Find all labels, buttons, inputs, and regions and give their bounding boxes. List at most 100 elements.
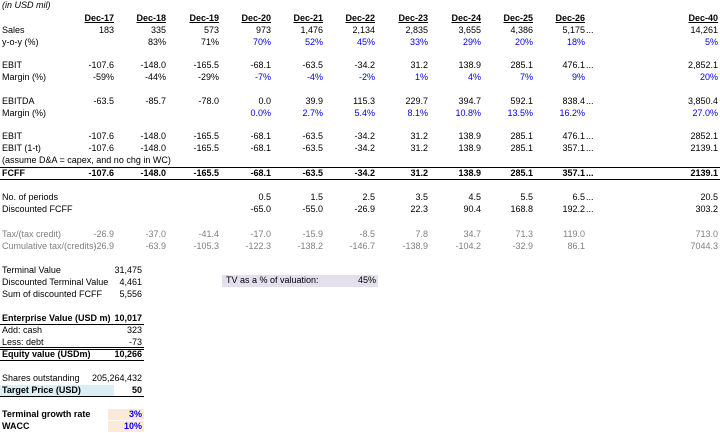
table-cell: 1% [414, 72, 428, 82]
table-cell: 45% [356, 37, 375, 47]
column-header: Dec-17 [84, 13, 114, 23]
table-cell: -148.0 [140, 143, 166, 153]
table-cell: 357.1 [562, 143, 585, 153]
row-label: FCFF [2, 168, 25, 178]
table-cell: 70% [252, 37, 271, 47]
table-cell: 16.2% [559, 108, 585, 118]
table-row-ebit2: EBIT -107.6 -148.0 -165.5 -68.1 -63.5 -34.2 31.… [0, 131, 720, 142]
table-cell: 592.1 [510, 96, 533, 106]
table-cell: -8.5 [359, 229, 375, 239]
table-cell: 20% [699, 72, 718, 82]
table-cell: 71% [200, 37, 219, 47]
table-cell: 573 [203, 25, 219, 35]
table-cell: -34.2 [354, 131, 375, 141]
table-cell [62, 204, 114, 215]
table-cell [114, 204, 166, 215]
table-cell: 183 [98, 25, 114, 35]
table-cell: -44% [144, 72, 166, 82]
table-cell: 33% [409, 37, 428, 47]
valuation-row-debt: Less: debt -73 [0, 337, 720, 348]
valuation-row-sum_disc: Sum of discounted FCFF 5,556 [0, 289, 720, 300]
table-cell: 7% [519, 72, 533, 82]
header-row: Dec-17 Dec-18 Dec-19 Dec-20 Dec-21 Dec-22 Dec-… [0, 13, 720, 24]
valuation-row-tgr: Terminal growth rate 3% [0, 409, 720, 420]
table-cell: 31.2 [410, 131, 428, 141]
table-cell: -165.5 [193, 60, 219, 70]
table-cell: 31.2 [410, 60, 428, 70]
table-cell: -34.2 [354, 168, 375, 178]
table-row-ebit1: EBIT -107.6 -148.0 -165.5 -68.1 -63.5 -34.2 31.… [0, 60, 720, 71]
table-row-disc_fcff: Discounted FCFF -65.0 -55.0 -26.9 22.3 90.4 16… [0, 204, 720, 215]
table-cell: -146.7 [349, 241, 375, 251]
valuation-value: -73 [128, 337, 142, 347]
table-cell: 86.1 [567, 241, 585, 251]
highlight-fill [108, 421, 144, 432]
valuation-row-disc_tv: Discounted Terminal Value 4,461 [0, 277, 720, 288]
table-cell: 22.3 [410, 204, 428, 214]
table-cell: -148.0 [140, 168, 166, 178]
table-cell: 5.4% [354, 108, 375, 118]
valuation-value: 4,461 [119, 277, 142, 287]
table-cell: 18% [566, 37, 585, 47]
valuation-value: 10,266 [114, 349, 142, 359]
table-cell: 5.5 [520, 192, 533, 202]
table-cell [114, 192, 166, 203]
table-cell: -107.6 [88, 60, 114, 70]
table-cell [167, 204, 219, 215]
table-cell: -26.9 [354, 204, 375, 214]
table-cell: 0.0 [258, 96, 271, 106]
valuation-label: Enterprise Value (USD m) [2, 313, 111, 323]
highlight-fill [108, 409, 144, 420]
table-cell: 192.2 [562, 204, 585, 214]
table-cell: -63.5 [302, 143, 323, 153]
table-cell: 2,852.1 [687, 60, 718, 70]
table-cell: -32.9 [512, 241, 533, 251]
fcff-bottom-rule [0, 179, 720, 180]
table-cell: -26.9 [93, 241, 114, 251]
ev-underline [0, 324, 144, 325]
table-cell: -59% [92, 72, 114, 82]
row-label: No. of periods [2, 192, 59, 202]
equity-bottom-rule [0, 360, 144, 361]
valuation-label: Add: cash [2, 325, 43, 335]
ellipsis-marker: ... [586, 60, 594, 70]
table-cell: 31.2 [410, 143, 428, 153]
column-header: Dec-18 [136, 13, 166, 23]
valuation-value: 323 [126, 325, 142, 335]
table-cell: 52% [304, 37, 323, 47]
tv-percent-label: TV as a % of valuation: [226, 275, 319, 285]
valuation-row-terminal_value: Terminal Value 31,475 [0, 265, 720, 276]
table-cell: 0.5 [258, 192, 271, 202]
table-cell: -104.2 [455, 241, 481, 251]
valuation-row-cash: Add: cash 323 [0, 325, 720, 336]
table-row-margin1: Margin (%) -59% -44% -29% -7% -4% -2% 1% 4% 7% 9% 2… [0, 72, 720, 83]
table-cell: 4,386 [510, 25, 533, 35]
column-header: Dec-23 [398, 13, 428, 23]
table-cell: 0.0% [250, 108, 271, 118]
table-row-ebit_1t: EBIT (1-t) -107.6 -148.0 -165.5 -68.1 -63.5 -3… [0, 143, 720, 154]
table-cell: 713.0 [695, 229, 718, 239]
table-cell: -15.9 [302, 229, 323, 239]
valuation-label: Terminal growth rate [2, 409, 91, 419]
valuation-label: WACC [2, 421, 30, 431]
table-cell: 29% [462, 37, 481, 47]
ellipsis-marker: ... [586, 131, 594, 141]
column-header: Dec-22 [345, 13, 375, 23]
table-cell: 3,655 [458, 25, 481, 35]
row-label: EBIT [2, 60, 23, 70]
fcff-top-rule [0, 167, 720, 168]
ellipsis-marker: ... [586, 168, 594, 178]
table-cell: 5,175 [562, 25, 585, 35]
valuation-label: Discounted Terminal Value [2, 277, 109, 287]
table-cell: 1.5 [310, 192, 323, 202]
table-cell: -107.6 [88, 143, 114, 153]
table-cell: -68.1 [250, 60, 271, 70]
table-cell: 2.7% [302, 108, 323, 118]
table-cell: -68.1 [250, 168, 271, 178]
column-header: Dec-24 [451, 13, 481, 23]
table-cell: -55.0 [302, 204, 323, 214]
table-row-periods: No. of periods 0.5 1.5 2.5 3.5 4.5 5.5 6.5 20.5.… [0, 192, 720, 203]
valuation-value: 10,017 [114, 313, 142, 323]
valuation-label: Terminal Value [2, 265, 61, 275]
table-cell: -63.5 [302, 60, 323, 70]
